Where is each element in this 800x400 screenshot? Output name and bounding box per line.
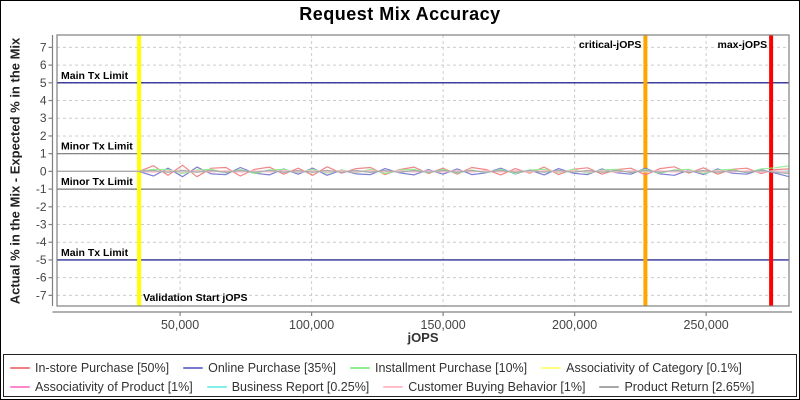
legend-swatch-icon [349,366,370,369]
y-tick-label: -7 [36,288,47,302]
series-line-1 [57,164,790,178]
marker-line-label: Validation Start jOPS [143,292,247,304]
limit-line-label: Main Tx Limit [61,247,129,259]
legend-item-label: Installment Purchase [10%] [374,360,528,375]
legend-swatch-icon [383,385,404,388]
y-tick-label: 7 [40,40,47,54]
series-line-2 [57,166,790,178]
legend-row-1: In-store Purchase [50%] Online Purchase [… [10,358,790,377]
legend-item-label: Product Return [2.65%] [624,379,755,394]
legend-swatch-icon [541,366,562,369]
legend-item-label: Customer Buying Behavior [1%] [408,379,586,394]
legend-item-label: In-store Purchase [50%] [35,360,170,375]
x-tick-label: 50,000 [161,318,199,332]
legend-item-label: Online Purchase [35%] [208,360,336,375]
y-tick-label: 1 [40,147,47,161]
y-tick-label: 4 [40,94,47,108]
legend-swatch-icon [183,366,204,369]
legend-swatch-icon [206,385,227,388]
y-tick-label: 0 [40,164,47,178]
x-tick-label: 150,000 [421,318,466,332]
legend-item: Customer Buying Behavior [1%] [383,380,585,394]
y-tick-label: 3 [40,111,47,125]
limit-line-label: Minor Tx Limit [61,176,133,188]
legend-item: Installment Purchase [10%] [349,360,528,375]
y-tick-label: -4 [36,235,47,249]
series-line-8 [57,169,790,175]
legend-swatch-icon [10,385,30,388]
legend-item: Business Report [0.25%] [206,379,370,394]
marker-line-label: max-jOPS [718,39,768,51]
y-tick-label: 2 [40,129,47,143]
plot-border [56,34,790,307]
x-tick-label: 200,000 [552,318,597,332]
y-tick-label: -6 [36,271,47,285]
legend-swatch-icon [10,366,30,369]
legend-row-2: Associativity of Product [1%] Business Re… [10,377,790,396]
y-tick-label: 5 [40,76,47,90]
marker-line-label: critical-jOPS [579,39,641,51]
legend-item: In-store Purchase [50%] [10,361,169,375]
legend-swatch-icon [599,385,620,388]
y-tick-label: -5 [36,253,47,267]
y-tick-label: -1 [36,182,47,196]
x-tick-label: 250,000 [684,318,729,332]
limit-line-label: Main Tx Limit [61,70,129,82]
legend-item: Product Return [2.65%] [599,380,754,394]
legend-item: Online Purchase [35%] [183,361,336,375]
y-axis-label: Actual % in the Mix - Expected % in the … [7,37,23,305]
legend-item: Associativity of Category [0.1%] [541,361,742,375]
x-axis-label: jOPS [407,330,439,345]
y-tick-label: 6 [40,58,47,72]
chart-title: Request Mix Accuracy [299,4,501,24]
legend-item-label: Associativity of Product [1%] [35,379,193,394]
x-tick-label: 100,000 [289,318,334,332]
y-tick-label: -3 [36,218,47,232]
limit-line-label: Minor Tx Limit [61,141,133,153]
legend-item: Associativity of Product [1%] [10,380,193,394]
legend-item-label: Business Report [0.25%] [231,379,370,394]
y-tick-label: -2 [36,200,47,214]
legend-item-label: Associativity of Category [0.1%] [566,360,742,375]
legend: In-store Purchase [50%] Online Purchase [… [3,354,797,397]
